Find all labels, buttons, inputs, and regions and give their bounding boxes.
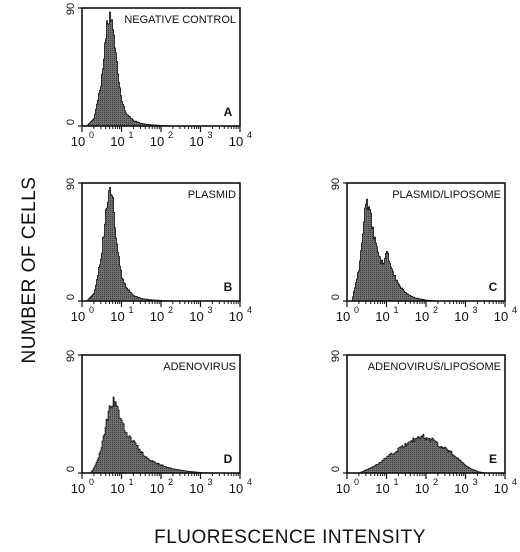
x-tick-label: 10 [229,481,243,496]
x-tick-label: 10 [189,309,203,324]
x-tick-label: 10 [336,309,350,324]
x-tick-label: 10 [415,309,429,324]
x-tick-label: 10 [494,309,508,324]
x-tick-exponent: 4 [247,130,252,140]
x-tick-label: 10 [336,481,350,496]
histogram-panel-a: 10 0 10 1 10 2 10 3 10 4 0 90 NEGATIVE CONTROL A [65,3,252,149]
x-tick-label: 10 [415,481,429,496]
x-tick-label: 10 [375,481,389,496]
x-tick-label: 10 [110,481,124,496]
x-tick-exponent: 2 [433,477,438,487]
x-tick-exponent: 2 [168,305,173,315]
panel-title: ADENOVIRUS/LIPOSOME [368,361,501,373]
y-tick-label: 0 [65,119,77,125]
panel-letter: A [224,105,233,119]
histogram-panel-d: 10 0 10 1 10 2 10 3 10 4 0 90 ADENOVIRUS D [65,350,252,496]
x-tick-label: 10 [110,309,124,324]
panel-letter: E [489,452,497,466]
x-tick-exponent: 1 [129,130,134,140]
x-tick-exponent: 0 [354,305,359,315]
y-tick-label: 0 [330,294,342,300]
x-tick-label: 10 [229,134,243,149]
x-tick-exponent: 3 [208,130,213,140]
histogram-area-e [358,433,485,474]
histogram-area-b [86,187,174,302]
panel-title: ADENOVIRUS [163,361,236,373]
x-tick-exponent: 0 [89,130,94,140]
x-tick-label: 10 [150,481,164,496]
x-tick-label: 10 [189,481,203,496]
x-tick-exponent: 4 [512,477,517,487]
y-tick-label: 90 [65,350,77,362]
x-tick-exponent: 1 [129,305,134,315]
x-tick-label: 10 [71,309,85,324]
x-tick-exponent: 4 [512,305,517,315]
histogram-area-c [351,198,439,302]
x-tick-exponent: 3 [208,305,213,315]
panel-letter: B [224,280,233,294]
y-tick-label: 0 [65,294,77,300]
y-tick-label: 90 [65,3,77,15]
x-tick-label: 10 [189,134,203,149]
histogram-area-d [90,396,214,474]
x-tick-label: 10 [150,134,164,149]
panel-letter: C [489,280,498,294]
x-tick-label: 10 [71,134,85,149]
x-tick-exponent: 3 [473,477,478,487]
panel-letter: D [224,452,233,466]
x-tick-exponent: 1 [129,477,134,487]
y-tick-label: 0 [330,466,342,472]
x-tick-exponent: 4 [247,477,252,487]
y-axis-label: NUMBER OF CELLS [19,176,40,364]
x-tick-exponent: 0 [89,477,94,487]
x-tick-exponent: 1 [394,305,399,315]
x-tick-label: 10 [71,481,85,496]
x-tick-label: 10 [494,481,508,496]
x-tick-label: 10 [110,134,124,149]
x-tick-exponent: 2 [433,305,438,315]
x-tick-exponent: 1 [394,477,399,487]
x-tick-label: 10 [150,309,164,324]
x-tick-exponent: 0 [89,305,94,315]
x-tick-label: 10 [454,309,468,324]
x-tick-exponent: 3 [208,477,213,487]
panel-title: NEGATIVE CONTROL [124,14,236,26]
y-tick-label: 0 [65,466,77,472]
y-tick-label: 90 [330,178,342,190]
x-tick-exponent: 2 [168,477,173,487]
x-tick-label: 10 [454,481,468,496]
x-tick-exponent: 3 [473,305,478,315]
x-tick-exponent: 0 [354,477,359,487]
x-tick-exponent: 2 [168,130,173,140]
y-tick-label: 90 [65,178,77,190]
panel-title: PLASMID [188,189,236,201]
x-tick-label: 10 [229,309,243,324]
x-axis-label: FLUORESCENCE INTENSITY [154,527,426,548]
panel-title: PLASMID/LIPOSOME [392,189,501,201]
histogram-panel-c: 10 0 10 1 10 2 10 3 10 4 0 90 PLASMID/LIPOSOME C [330,178,517,324]
histogram-panel-b: 10 0 10 1 10 2 10 3 10 4 0 90 PLASMID B [65,178,252,324]
y-tick-label: 90 [330,350,342,362]
histogram-area-a [86,11,174,127]
x-tick-exponent: 4 [247,305,252,315]
x-tick-label: 10 [375,309,389,324]
histogram-panel-e: 10 0 10 1 10 2 10 3 10 4 0 90 ADENOVIRUS/LIPOSOME E [330,350,517,496]
